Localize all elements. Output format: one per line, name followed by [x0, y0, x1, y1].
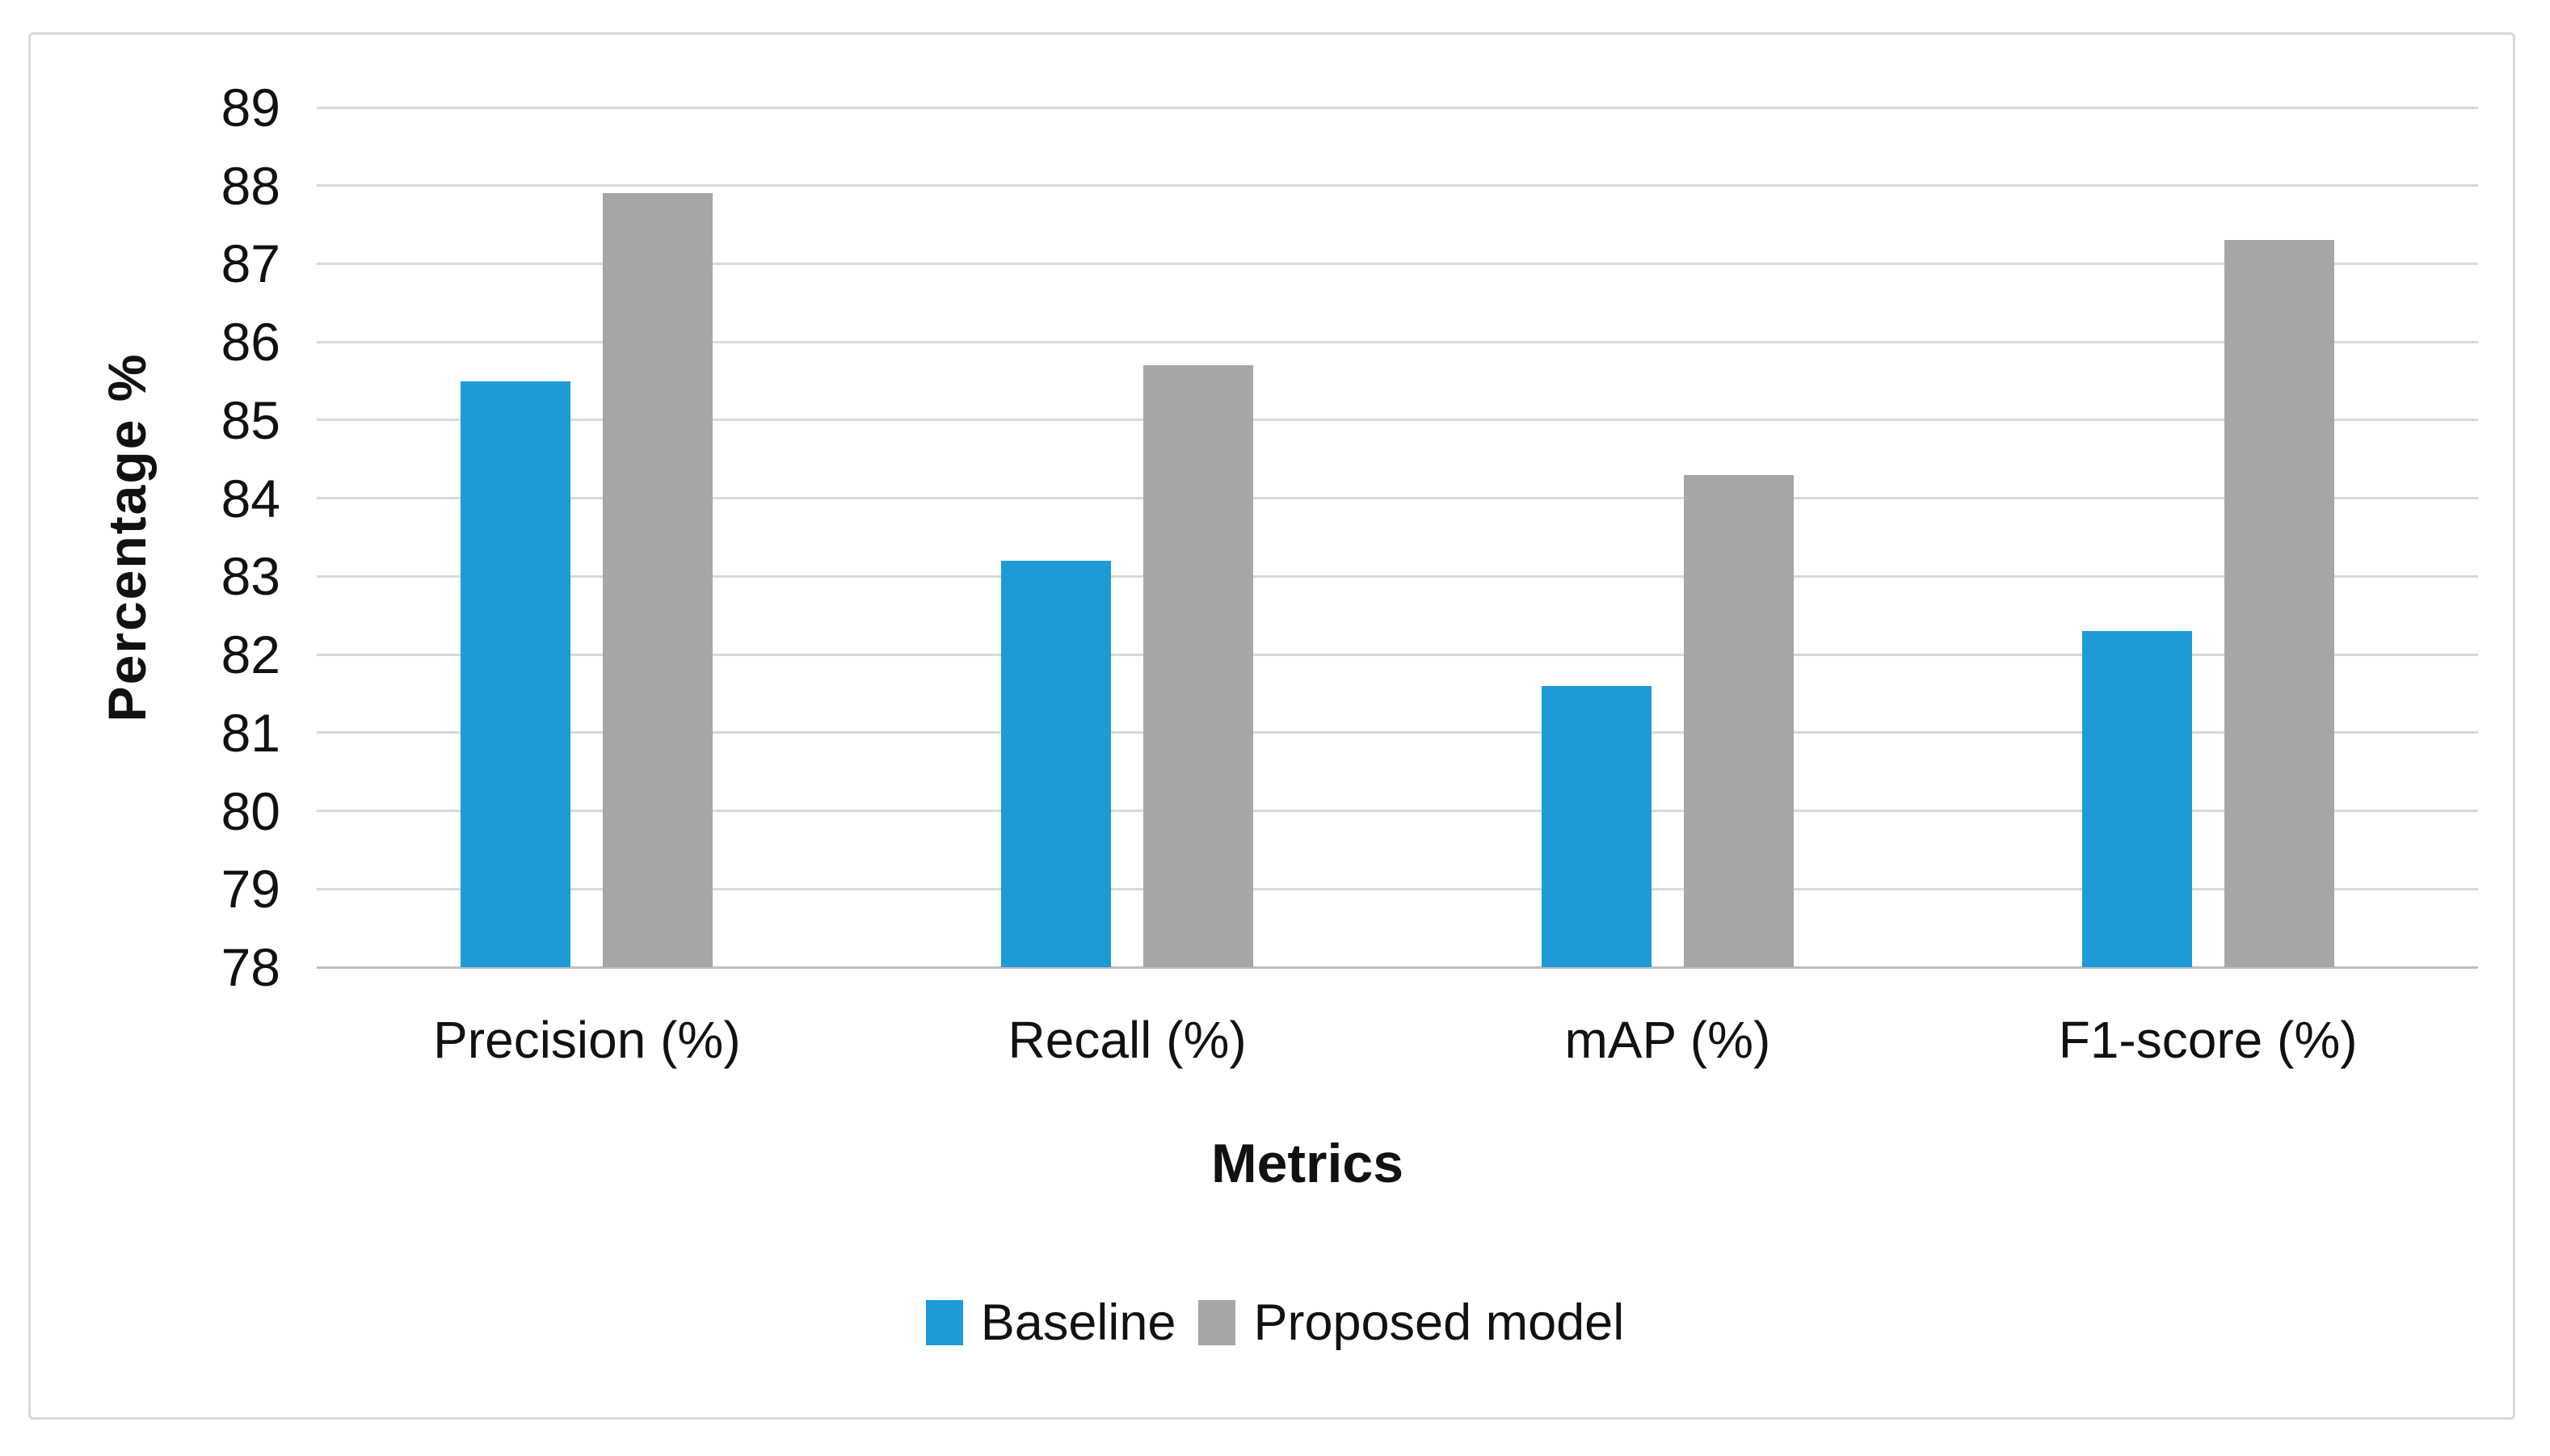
gridline	[317, 497, 2478, 500]
x-axis-category-labels: Precision (%) Recall (%) mAP (%) F1-score (…	[317, 1008, 2478, 1076]
legend-label-proposed-model: Proposed model	[1253, 1294, 1625, 1351]
legend: Baseline Proposed model	[0, 1286, 2550, 1359]
plot-area: 78 79 80 81 82 83 84 85 86 87 88 89	[221, 78, 2478, 997]
x-category-label-recall: Recall (%)	[1008, 1011, 1247, 1069]
y-tick-label: 84	[221, 468, 280, 528]
x-axis-title: Metrics	[1210, 1133, 1404, 1194]
y-tick-label: 83	[221, 546, 280, 607]
gridline	[317, 653, 2478, 656]
bar-proposed-model-f1-score	[2224, 240, 2334, 967]
bar-baseline-precision	[461, 381, 571, 967]
gridline	[317, 810, 2478, 813]
x-category-label-precision: Precision (%)	[433, 1011, 741, 1069]
y-tick-label: 78	[221, 937, 280, 997]
bar-baseline-recall	[1001, 561, 1112, 967]
x-category-label-f1-score: F1-score (%)	[2058, 1011, 2358, 1069]
y-tick-label: 82	[221, 625, 280, 685]
bar-proposed-model-precision	[603, 193, 713, 967]
y-tick-label: 80	[221, 781, 280, 841]
gridline	[317, 184, 2478, 187]
bar-proposed-model-recall	[1143, 365, 1254, 967]
gridline	[317, 340, 2478, 343]
y-tick-label: 88	[221, 155, 280, 216]
figure-frame	[28, 32, 2515, 1420]
x-category-label-map: mAP (%)	[1564, 1011, 1771, 1069]
legend-swatch-proposed-model	[1198, 1300, 1236, 1345]
legend-swatch-baseline	[925, 1300, 963, 1345]
y-tick-label: 79	[221, 859, 280, 919]
legend-item-baseline: Baseline	[925, 1290, 1176, 1355]
legend-item-proposed-model: Proposed model	[1198, 1290, 1624, 1355]
y-tick-label: 81	[221, 702, 280, 763]
y-tick-label: 85	[221, 389, 280, 450]
gridline	[317, 574, 2478, 578]
y-tick-label: 86	[221, 312, 280, 372]
gridline	[317, 731, 2478, 734]
y-tick-label: 89	[221, 78, 280, 137]
gridline	[317, 106, 2478, 109]
bar-proposed-model-map	[1683, 474, 1794, 967]
y-tick-label: 87	[221, 234, 280, 294]
gridline	[317, 887, 2478, 890]
bar-baseline-f1-score	[2081, 631, 2192, 967]
bar-baseline-map	[1541, 685, 1652, 967]
x-axis-line	[317, 966, 2478, 969]
gridline	[317, 419, 2478, 422]
gridline	[317, 262, 2478, 265]
legend-label-baseline: Baseline	[980, 1294, 1176, 1351]
